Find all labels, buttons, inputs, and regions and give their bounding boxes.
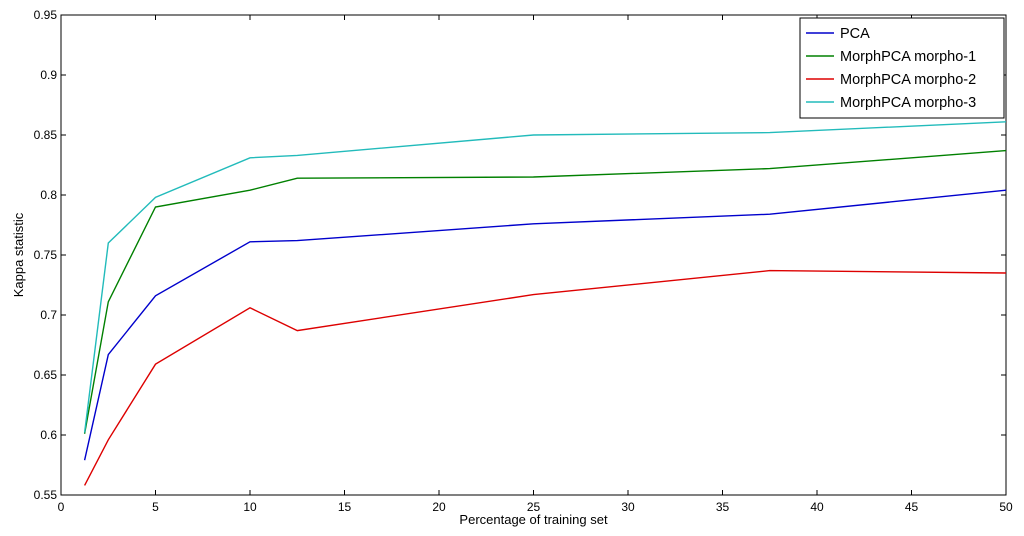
y-tick-label: 0.65 xyxy=(34,368,58,382)
x-axis-ticks: 0 5 10 15 20 25 30 35 40 45 50 xyxy=(58,15,1013,514)
x-tick-label: 10 xyxy=(243,500,257,514)
y-tick-label: 0.6 xyxy=(40,428,57,442)
x-tick-label: 25 xyxy=(527,500,541,514)
series-lines xyxy=(83,121,1007,486)
x-tick-label: 50 xyxy=(999,500,1013,514)
x-tick-label: 5 xyxy=(152,500,159,514)
x-tick-label: 0 xyxy=(58,500,65,514)
y-tick-label: 0.7 xyxy=(40,308,57,322)
y-tick-label: 0.8 xyxy=(40,188,57,202)
legend: PCA MorphPCA morpho-1 MorphPCA morpho-2 Mor… xyxy=(799,17,1005,119)
legend-entry-label: MorphPCA morpho-2 xyxy=(840,72,976,88)
y-tick-label: 0.55 xyxy=(34,488,58,502)
y-tick-label: 0.95 xyxy=(34,8,58,22)
series-line-1 xyxy=(83,189,1007,461)
legend-entry-label: PCA xyxy=(840,26,870,42)
legend-entry-label: MorphPCA morpho-3 xyxy=(840,95,976,111)
x-tick-label: 30 xyxy=(621,500,635,514)
series-line-3 xyxy=(83,269,1007,486)
x-tick-label: 15 xyxy=(338,500,352,514)
y-axis-label: Kappa statistic xyxy=(11,212,26,297)
x-tick-label: 40 xyxy=(810,500,824,514)
y-tick-label: 0.9 xyxy=(40,68,57,82)
y-tick-label: 0.85 xyxy=(34,128,58,142)
legend-entry-label: MorphPCA morpho-1 xyxy=(840,49,976,65)
series-line-4 xyxy=(83,121,1007,433)
x-tick-label: 45 xyxy=(905,500,919,514)
x-tick-label: 35 xyxy=(716,500,730,514)
series-line-2 xyxy=(83,149,1007,434)
y-tick-label: 0.75 xyxy=(34,248,58,262)
y-axis-ticks: 0.55 0.6 0.65 0.7 0.75 0.8 0.85 0.9 0.95 xyxy=(34,8,1006,502)
x-axis-label: Percentage of training set xyxy=(459,512,608,527)
x-tick-label: 20 xyxy=(432,500,446,514)
